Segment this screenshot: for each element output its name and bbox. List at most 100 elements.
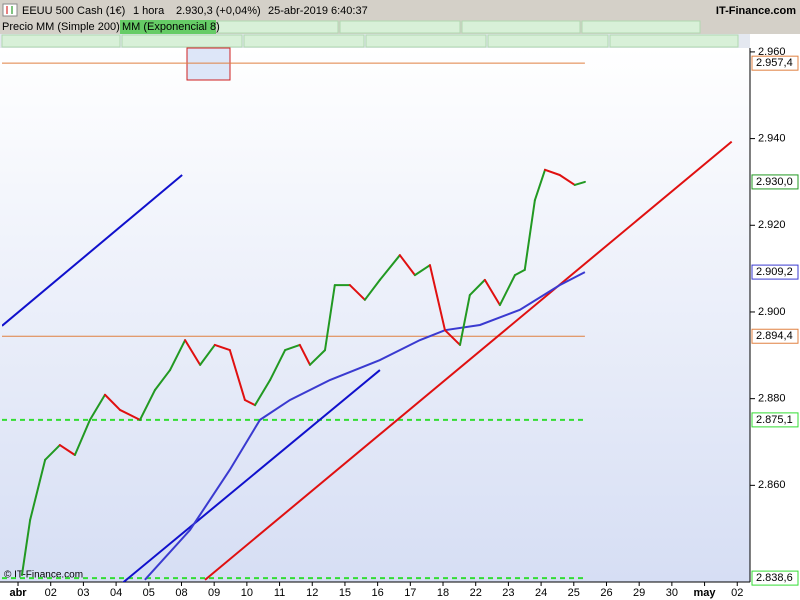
ema-segment <box>119 408 141 421</box>
x-tick-label: 02 <box>731 587 743 599</box>
header-bar <box>0 0 800 20</box>
interval: 1 hora <box>133 5 165 17</box>
legend-box <box>121 34 243 48</box>
legend-box <box>609 34 739 48</box>
ema-segment <box>29 458 47 522</box>
x-tick-label: abr <box>9 587 27 599</box>
ema-segment <box>169 339 187 372</box>
ema-segment <box>363 278 381 301</box>
y-tick-label: 2.940 <box>758 132 786 144</box>
ema-segment <box>213 343 231 352</box>
ema-segment <box>284 343 301 352</box>
legend-box <box>217 20 339 34</box>
ema-segment <box>308 349 326 366</box>
x-tick-label: 03 <box>77 587 89 599</box>
ema-segment <box>103 393 122 411</box>
brand: IT-Finance.com <box>716 5 796 17</box>
ema-segment <box>483 278 501 307</box>
x-tick-label: 15 <box>339 587 351 599</box>
ema-segment <box>533 168 547 202</box>
icon <box>2 3 18 17</box>
y-tick-label: 2.960 <box>758 46 786 58</box>
x-tick-label: 04 <box>110 587 122 599</box>
price-tag <box>751 264 799 280</box>
annotation-box <box>186 47 231 81</box>
legend-box <box>487 34 609 48</box>
ma-line <box>144 271 586 581</box>
ema-segment <box>88 393 106 421</box>
ema-segment <box>468 278 486 297</box>
ema-segment <box>348 284 366 301</box>
x-tick-label: 25 <box>568 587 580 599</box>
price-tag-label: 2.894,4 <box>756 330 793 342</box>
x-tick-label: 30 <box>666 587 678 599</box>
ema-segment <box>443 329 462 346</box>
ema-segment <box>428 264 446 332</box>
ema-segment <box>228 349 246 401</box>
x-tick-label: 29 <box>633 587 645 599</box>
price-tag <box>751 412 799 428</box>
x-tick-label: 11 <box>274 587 285 599</box>
ema-segment <box>20 519 32 577</box>
ema-segment <box>398 254 416 277</box>
ema-segment <box>413 264 431 277</box>
instrument: EEUU 500 Cash (1€) <box>22 5 125 17</box>
x-tick-label: 24 <box>535 587 547 599</box>
x-tick-label: 23 <box>502 587 514 599</box>
ema-segment <box>573 180 586 186</box>
ema-segment <box>523 199 536 271</box>
y-tick-label: 2.900 <box>758 306 786 318</box>
trend-line <box>204 140 733 581</box>
ema-segment <box>498 274 516 307</box>
header: EEUU 500 Cash (1€) 1 hora 2.930,3 (+0,04… <box>0 0 800 48</box>
datetime: 25-abr-2019 6:40:37 <box>268 5 368 17</box>
plot <box>2 62 733 582</box>
y-tick-label: 2.860 <box>758 479 786 491</box>
legend-box <box>461 20 581 34</box>
ema-segment <box>269 349 287 382</box>
ema-segment <box>184 339 202 366</box>
legend-box <box>1 34 121 48</box>
quote: 2.930,3 (+0,04%) <box>176 5 261 17</box>
ema-segment <box>254 379 272 407</box>
trend-line <box>2 174 183 327</box>
x-tick-label: 02 <box>45 587 57 599</box>
ema-segment <box>58 444 76 457</box>
x-tick-label: 18 <box>437 587 449 599</box>
ema-segment <box>199 343 216 366</box>
plot-area <box>0 48 750 582</box>
x-tick-label: 09 <box>208 587 220 599</box>
ema-segment <box>73 418 91 457</box>
price-tag <box>751 328 799 344</box>
ema-segment <box>459 294 471 346</box>
legend-box <box>243 34 365 48</box>
price-legend: Precio <box>2 21 33 33</box>
price-tag-label: 2.930,0 <box>756 176 793 188</box>
x-tick-label: may <box>694 587 717 599</box>
trend-line <box>122 369 381 582</box>
legend-box <box>365 34 487 48</box>
legend-box <box>581 20 701 34</box>
price-tag <box>751 174 799 190</box>
ema-segment <box>558 173 576 186</box>
legend-swatch <box>120 20 216 34</box>
x-tick-label: 26 <box>600 587 612 599</box>
price-tag-label: 2.957,4 <box>756 57 793 69</box>
ema-segment <box>298 343 311 366</box>
x-tick-label: 17 <box>404 587 416 599</box>
price-tag-label: 2.909,2 <box>756 266 793 278</box>
y-tick-label: 2.920 <box>758 219 786 231</box>
x-tick-label: 22 <box>470 587 482 599</box>
ema-segment <box>324 284 336 352</box>
price-tag <box>751 570 799 586</box>
legend-box <box>339 20 461 34</box>
faded-legend <box>1 20 739 48</box>
ema-segment <box>378 254 401 281</box>
x-tick-label: 10 <box>241 587 253 599</box>
ema-segment <box>44 444 61 461</box>
watermark: © IT-Finance.com <box>4 570 83 581</box>
price-tag-label: 2.875,1 <box>756 414 793 426</box>
ema-segment <box>513 268 526 277</box>
x-tick-label: 16 <box>372 587 384 599</box>
